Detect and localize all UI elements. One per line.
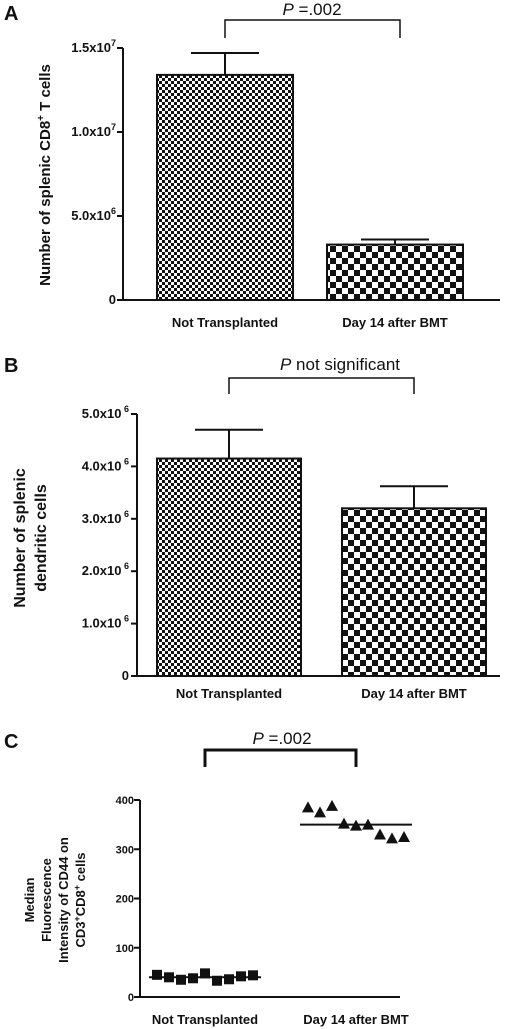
panel-b-error-bar-not-transplanted xyxy=(195,428,263,459)
panel-c-point-0-4 xyxy=(200,968,210,979)
panel-b-y-axis-title-line1: Number of splenic xyxy=(12,468,29,608)
panel-c: C Median Fluorescence Intensity of CD44 … xyxy=(4,729,412,1027)
panel-b-y-tick-label-1: 1.0x10 6 xyxy=(82,614,129,631)
panel-b-y-tick-label-0: 0 xyxy=(122,668,129,683)
panel-c-y-tick-label-4: 400 xyxy=(116,795,134,807)
panel-b-y-tick-label-2: 2.0x10 6 xyxy=(82,561,129,578)
panel-b-bar-day14 xyxy=(341,507,487,677)
panel-b-bar-not-transplanted xyxy=(156,457,302,678)
panel-b: B Number of splenic dendritic cells 0 1.0… xyxy=(4,355,500,701)
panel-c-point-1-6 xyxy=(374,828,386,840)
panel-a-y-tick-label-1: 5.0x106 xyxy=(71,206,116,223)
panel-c-point-1-0 xyxy=(302,801,314,813)
panel-a-y-ticks: 0 5.0x106 1.0x107 1.5x107 xyxy=(71,38,123,307)
panel-a-letter: A xyxy=(4,3,18,25)
panel-c-y-tick-label-1: 100 xyxy=(116,943,134,955)
panel-a-error-bar-day14 xyxy=(361,238,429,245)
panel-c-letter: C xyxy=(4,731,18,753)
panel-b-category-label-0: Not Transplanted xyxy=(176,686,282,701)
panel-b-y-tick-label-4: 4.0x10 6 xyxy=(82,456,129,473)
panel-a-p-value: P =.002 xyxy=(282,0,341,19)
panel-c-point-0-2 xyxy=(176,974,186,985)
panel-a: A Number of splenic CD8+ T cells 0 5.0x10… xyxy=(4,0,500,330)
panel-a-y-tick-label-3: 1.5x107 xyxy=(71,38,116,55)
panel-b-y-tick-label-5: 5.0x10 6 xyxy=(82,404,129,421)
panel-a-bars xyxy=(156,73,464,301)
panel-c-point-1-8 xyxy=(398,830,410,842)
panel-c-y-tick-label-2: 200 xyxy=(116,894,134,906)
panel-c-category-label-1: Day 14 after BMT xyxy=(303,1012,409,1027)
panel-a-y-axis-title: Number of splenic CD8+ T cells xyxy=(36,64,54,286)
panel-b-y-ticks: 0 1.0x10 6 2.0x10 6 3.0x10 6 4.0x10 6 5.0x10 … xyxy=(82,404,137,683)
panel-c-point-1-2 xyxy=(326,799,338,811)
panel-c-significance-bracket xyxy=(203,748,358,767)
panel-c-point-0-0 xyxy=(152,969,162,980)
panel-a-bar-not-transplanted xyxy=(156,73,294,301)
panel-c-y-ticks: 0 100 200 300 400 xyxy=(116,795,140,1004)
panel-c-y-axis-title-line4: CD3+CD8+ cells xyxy=(72,852,88,947)
panel-c-points-day14 xyxy=(302,799,410,844)
panel-b-category-label-1: Day 14 after BMT xyxy=(361,686,467,701)
panel-a-bar-day14 xyxy=(326,243,464,301)
panel-c-point-0-6 xyxy=(224,974,234,985)
panel-c-p-value: P =.002 xyxy=(252,729,311,748)
panel-c-category-label-0: Not Transplanted xyxy=(152,1012,258,1027)
panel-a-category-label-0: Not Transplanted xyxy=(172,315,278,330)
panel-c-point-1-3 xyxy=(338,817,350,829)
panel-c-y-tick-label-0: 0 xyxy=(128,992,134,1004)
panel-a-category-label-1: Day 14 after BMT xyxy=(342,315,448,330)
panel-c-point-1-1 xyxy=(314,806,326,818)
panel-a-significance-bracket xyxy=(224,19,401,38)
panel-c-y-axis-title-line3: Intensity of CD44 on xyxy=(56,837,71,963)
panel-b-error-bars xyxy=(195,428,448,509)
panel-c-point-1-7 xyxy=(386,832,398,844)
panel-b-error-bar-day14 xyxy=(380,485,448,509)
panel-c-y-axis-title-line1: Median xyxy=(22,878,37,923)
panel-b-significance-bracket xyxy=(228,377,415,394)
panel-b-bars xyxy=(156,457,487,678)
panel-a-error-bar-not-transplanted xyxy=(191,52,259,75)
panel-a-y-tick-label-0: 0 xyxy=(109,292,116,307)
panel-b-y-axis-title-line2: dendritic cells xyxy=(33,484,50,592)
panel-b-p-value: P not significant xyxy=(280,355,400,374)
panel-c-y-tick-label-3: 300 xyxy=(116,844,134,856)
panel-a-error-bars xyxy=(191,52,429,245)
panel-c-point-0-5 xyxy=(212,975,222,986)
panel-c-y-axis-title-line2: Fluorescence xyxy=(39,858,54,942)
panel-c-point-0-8 xyxy=(248,970,258,981)
panel-b-y-tick-label-3: 3.0x10 6 xyxy=(82,509,129,526)
panel-a-y-tick-label-2: 1.0x107 xyxy=(71,122,116,139)
panel-b-letter: B xyxy=(4,355,18,377)
